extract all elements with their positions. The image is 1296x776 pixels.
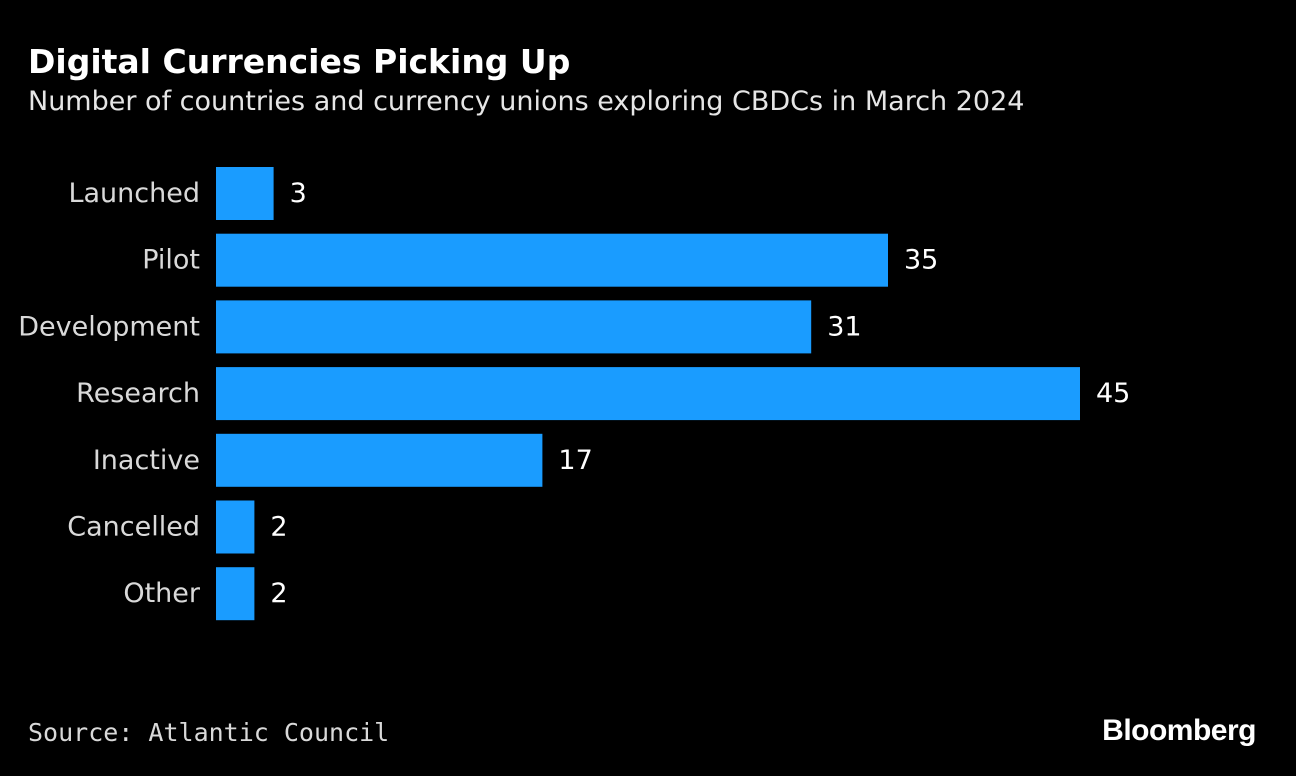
bar-other xyxy=(216,567,255,621)
category-label-other: Other xyxy=(123,578,201,609)
value-label-research: 45 xyxy=(1096,378,1130,409)
chart-subtitle: Number of countries and currency unions … xyxy=(28,86,1025,117)
category-label-launched: Launched xyxy=(68,178,200,209)
bar-pilot xyxy=(216,233,888,287)
value-label-launched: 3 xyxy=(290,178,307,209)
bar-inactive xyxy=(216,433,543,487)
value-label-pilot: 35 xyxy=(904,245,938,276)
source-note: Source: Atlantic Council xyxy=(28,718,390,747)
bars-layer: Launched 3 Pilot 35 Development 31 Research 45 I… xyxy=(18,167,1130,621)
bar-cancelled xyxy=(216,500,255,554)
category-label-cancelled: Cancelled xyxy=(67,512,200,543)
value-label-inactive: 17 xyxy=(558,445,592,476)
bar-research xyxy=(216,367,1080,421)
chart-title: Digital Currencies Picking Up xyxy=(28,42,571,81)
value-label-cancelled: 2 xyxy=(270,512,287,543)
bar-development xyxy=(216,300,812,354)
value-label-other: 2 xyxy=(270,578,287,609)
category-label-development: Development xyxy=(18,311,200,342)
category-label-inactive: Inactive xyxy=(93,445,200,476)
category-label-pilot: Pilot xyxy=(142,245,200,276)
value-label-development: 31 xyxy=(827,311,861,342)
category-label-research: Research xyxy=(76,378,200,409)
bar-launched xyxy=(216,167,274,220)
bloomberg-logo: Bloomberg xyxy=(1102,714,1256,747)
